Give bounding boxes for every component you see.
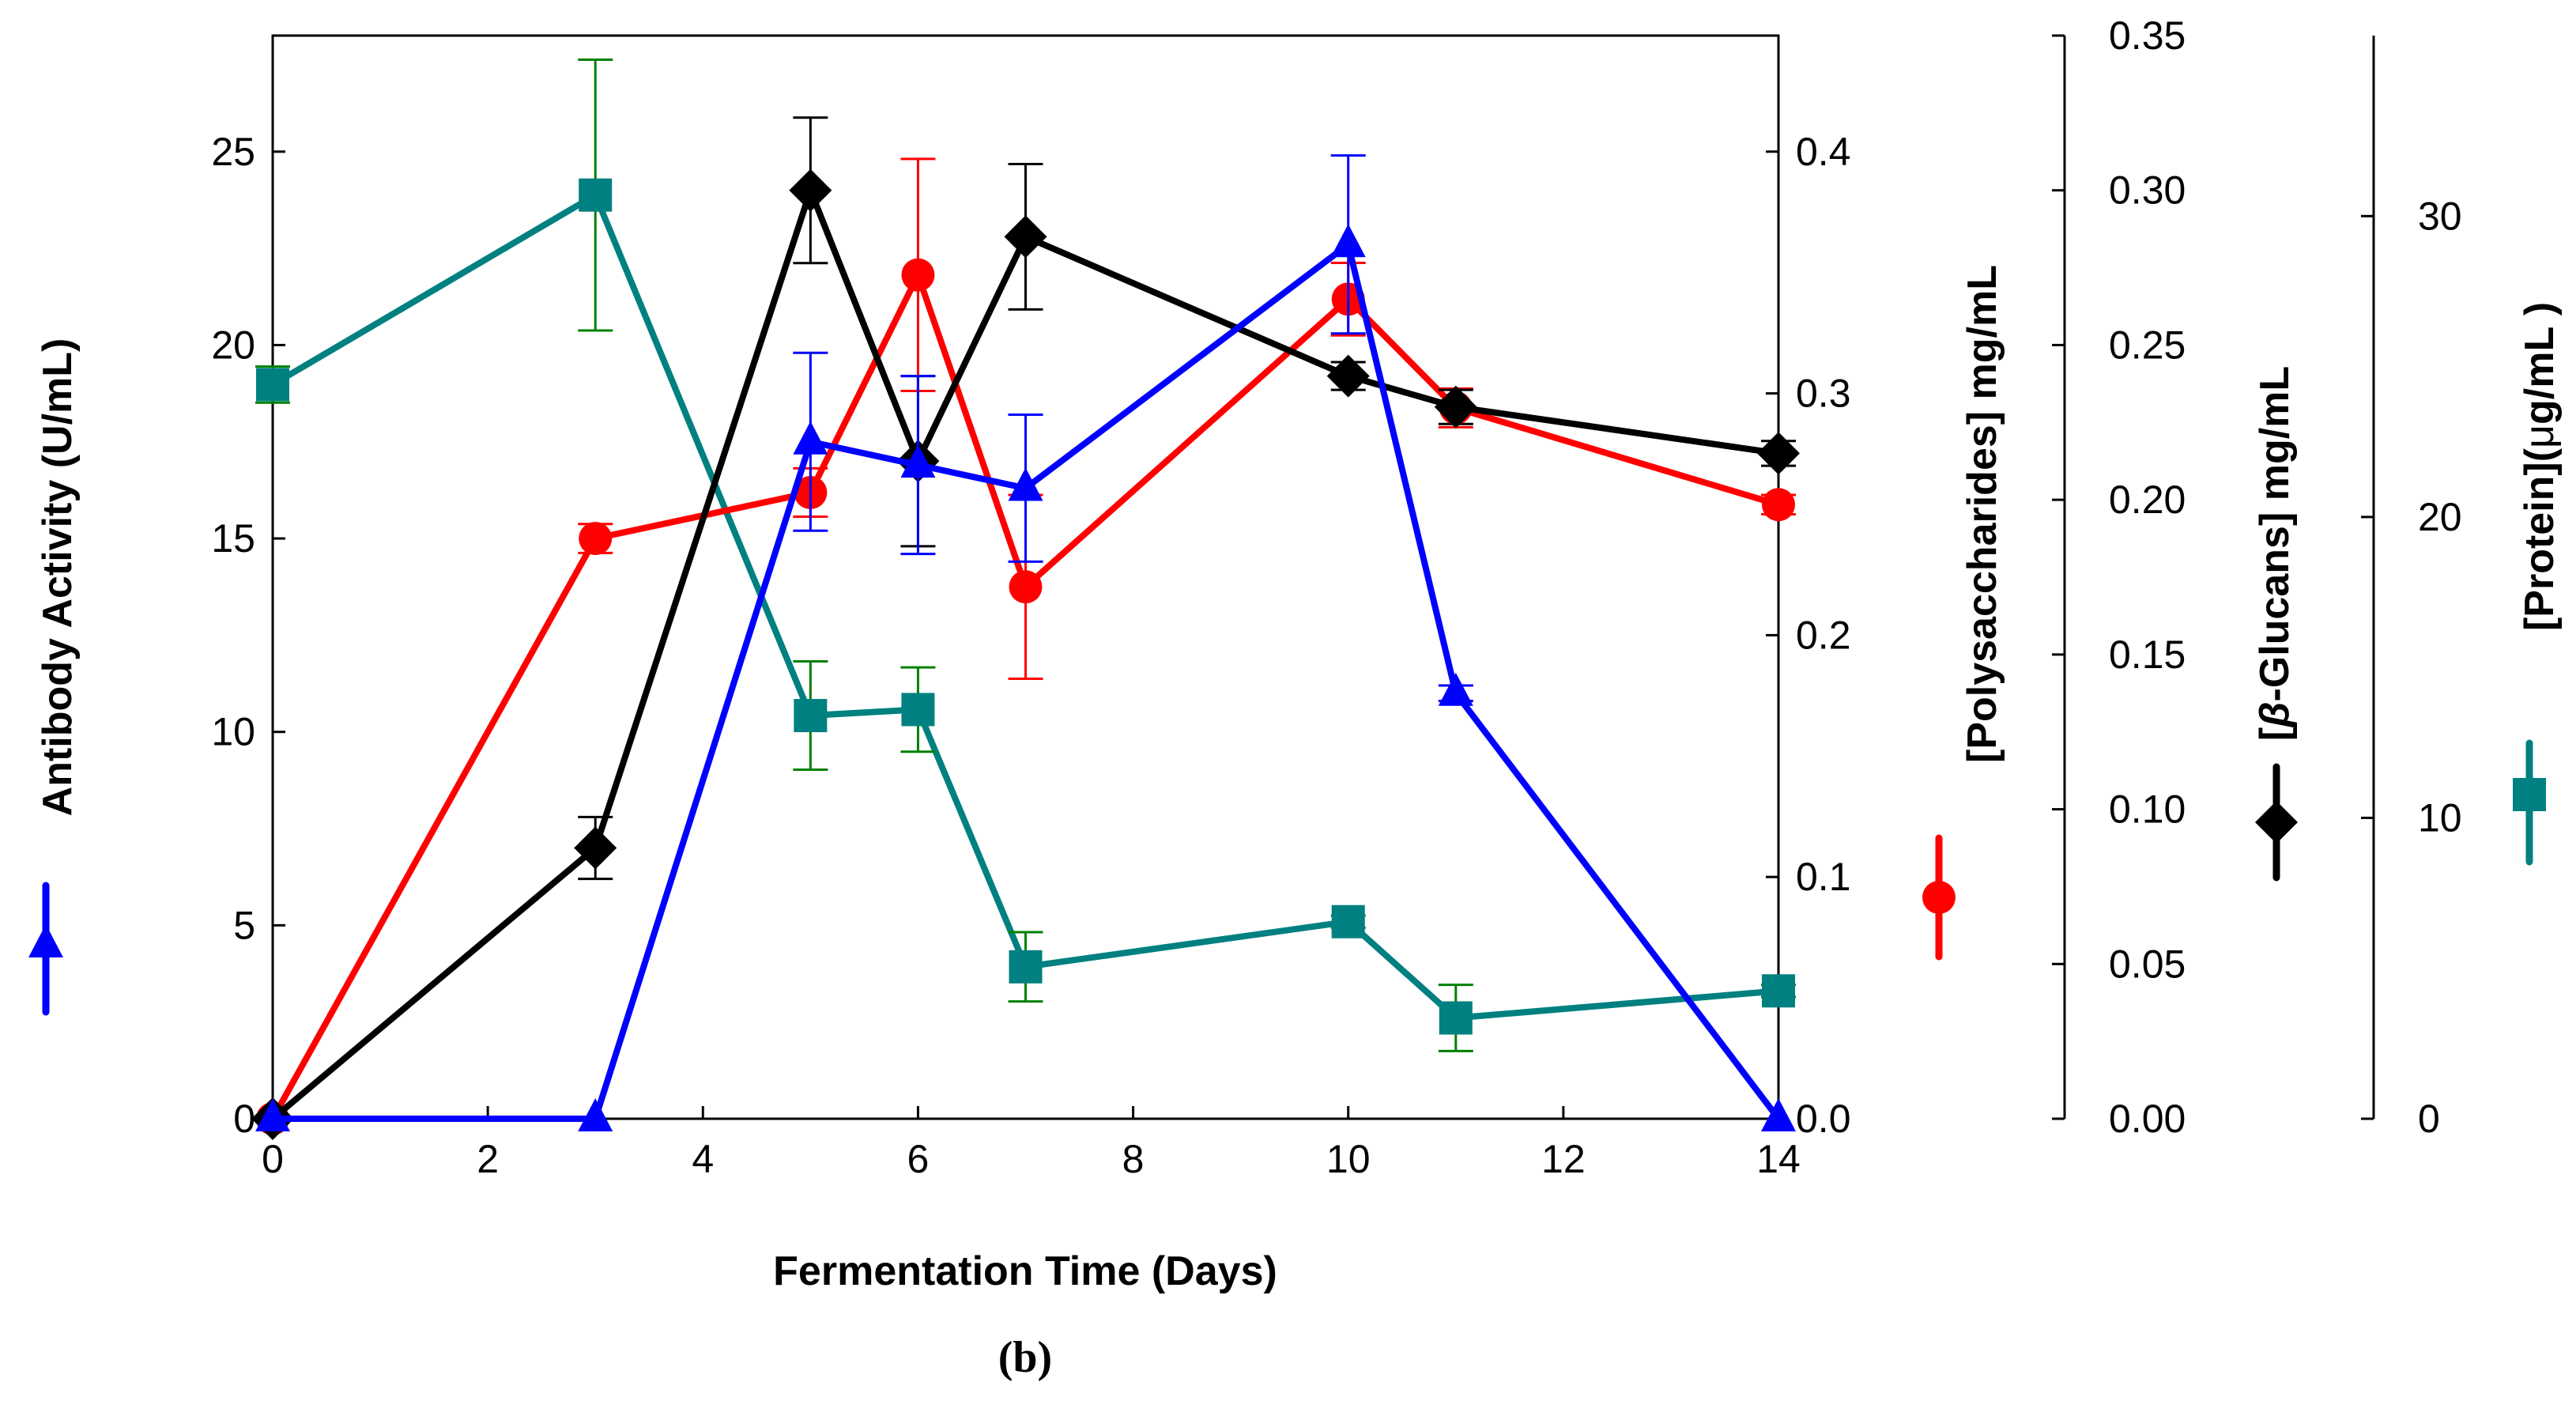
glucans-point bbox=[1757, 432, 1800, 475]
polysaccharides-tick-label: 0.1 bbox=[1796, 855, 1851, 899]
antibody-tick-label: 5 bbox=[233, 903, 255, 947]
protein-line bbox=[270, 191, 1779, 1021]
polysaccharides-tick-label: 0.4 bbox=[1796, 130, 1851, 174]
protein-point bbox=[579, 178, 613, 212]
x-tick-label: 6 bbox=[907, 1137, 930, 1181]
antibody-line bbox=[273, 241, 1782, 1122]
protein-point bbox=[901, 693, 935, 727]
x-tick-label: 10 bbox=[1326, 1137, 1371, 1181]
polysaccharides-axis: 0.0 0.1 0.2 0.3 0.4 bbox=[1766, 130, 1851, 1141]
protein-tick-label: 0 bbox=[2418, 1097, 2440, 1141]
glucans-series bbox=[251, 116, 1800, 1140]
glucans-label-beta: β bbox=[2252, 702, 2298, 729]
x-tick-label: 4 bbox=[692, 1137, 714, 1181]
polysaccharides-point bbox=[579, 522, 613, 556]
glucans-point bbox=[789, 168, 832, 212]
protein-tick-label: 30 bbox=[2418, 194, 2462, 238]
glucans-tick-label: 0.05 bbox=[2109, 942, 2186, 986]
polysaccharides-tick-label: 0.3 bbox=[1796, 372, 1851, 416]
protein-point bbox=[1439, 1001, 1473, 1035]
polysaccharides-axis-label: [Polysaccharides] mg/mL bbox=[1959, 265, 2005, 763]
antibody-tick-label: 10 bbox=[211, 710, 255, 754]
antibody-tick-label: 25 bbox=[211, 130, 255, 174]
antibody-tick-label: 20 bbox=[211, 323, 255, 367]
antibody-point bbox=[793, 421, 828, 455]
protein-tick-label: 20 bbox=[2418, 495, 2462, 539]
protein-series bbox=[255, 58, 1796, 1052]
protein-label-suffix: g/mL ) bbox=[2517, 302, 2563, 425]
glucans-tick-label: 0.35 bbox=[2109, 13, 2186, 58]
glucans-axis: 0.00 0.05 0.10 0.15 0.20 0.25 0.30 0.35 bbox=[2052, 13, 2186, 1141]
x-tick-label: 0 bbox=[262, 1137, 284, 1181]
antibody-point bbox=[255, 1098, 290, 1131]
polysaccharides-axis-label-group: [Polysaccharides] mg/mL bbox=[1959, 265, 2005, 763]
polysaccharides-tick-label: 0.0 bbox=[1796, 1097, 1851, 1141]
protein-axis-label: [Protein](μg/mL ) bbox=[2517, 302, 2563, 631]
x-tick-label: 2 bbox=[477, 1137, 499, 1181]
polysaccharides-point bbox=[1009, 570, 1043, 604]
protein-point bbox=[1009, 950, 1043, 984]
polysaccharides-point bbox=[1762, 488, 1795, 522]
polysaccharides-tick-label: 0.2 bbox=[1796, 613, 1851, 657]
protein-point bbox=[1331, 904, 1365, 938]
glucans-tick-label: 0.15 bbox=[2109, 633, 2186, 677]
plot-frame bbox=[271, 34, 1780, 1120]
glucans-tick-label: 0.25 bbox=[2109, 323, 2186, 367]
glucans-line bbox=[270, 187, 1779, 1122]
glucans-point bbox=[1434, 385, 1477, 429]
glucans-axis-label: [β-Glucans] mg/mL bbox=[2252, 366, 2298, 741]
glucans-point bbox=[574, 826, 617, 870]
x-tick-label: 12 bbox=[1541, 1137, 1586, 1181]
protein-point bbox=[794, 699, 828, 733]
glucans-label-suffix: -Glucans] mg/mL bbox=[2252, 366, 2298, 702]
antibody-axis-label-group: Antibody Activity (U/mL) bbox=[35, 338, 81, 817]
protein-axis-label-group: [Protein](μg/mL ) bbox=[2517, 302, 2563, 631]
protein-axis: 0 10 20 30 bbox=[2361, 36, 2462, 1141]
antibody-axis-label: Antibody Activity (U/mL) bbox=[35, 338, 81, 817]
antibody-point bbox=[1438, 672, 1473, 706]
polysaccharides-key-marker bbox=[1922, 881, 1956, 914]
legend-keys bbox=[28, 739, 2546, 1016]
x-tick-label: 8 bbox=[1122, 1137, 1145, 1181]
glucans-key-marker bbox=[2255, 801, 2298, 844]
series-layer bbox=[251, 58, 1800, 1140]
protein-label-prefix: [Protein]( bbox=[2517, 447, 2563, 631]
polysaccharides-line bbox=[270, 271, 1780, 1120]
x-tick-label: 14 bbox=[1756, 1137, 1801, 1181]
antibody-point bbox=[1330, 224, 1366, 258]
glucans-tick-label: 0.00 bbox=[2109, 1097, 2186, 1141]
x-axis: 0 2 4 6 8 10 12 14 bbox=[262, 1106, 1801, 1181]
antibody-point bbox=[1008, 467, 1043, 501]
x-axis-label: Fermentation Time (Days) bbox=[773, 1248, 1277, 1294]
glucans-tick-label: 0.10 bbox=[2109, 787, 2186, 832]
antibody-key-marker bbox=[28, 924, 63, 957]
protein-tick-label: 10 bbox=[2418, 795, 2462, 840]
antibody-point bbox=[578, 1098, 613, 1131]
glucans-point bbox=[1326, 354, 1370, 398]
glucans-point bbox=[1004, 215, 1047, 259]
antibody-point bbox=[900, 444, 936, 478]
antibody-series bbox=[255, 154, 1796, 1131]
antibody-point bbox=[1761, 1098, 1796, 1131]
protein-point bbox=[1762, 974, 1795, 1008]
protein-key-marker bbox=[2513, 778, 2546, 811]
glucans-axis-label-group: [β-Glucans] mg/mL bbox=[2252, 366, 2298, 741]
protein-label-mu: μ bbox=[2517, 425, 2563, 448]
antibody-tick-label: 15 bbox=[211, 516, 255, 561]
glucans-tick-label: 0.20 bbox=[2109, 478, 2186, 522]
polysaccharides-point bbox=[901, 258, 935, 292]
glucans-label-prefix: [ bbox=[2252, 727, 2298, 741]
caption: (b) bbox=[998, 1333, 1052, 1382]
glucans-tick-label: 0.30 bbox=[2109, 168, 2186, 213]
protein-point bbox=[256, 368, 289, 402]
